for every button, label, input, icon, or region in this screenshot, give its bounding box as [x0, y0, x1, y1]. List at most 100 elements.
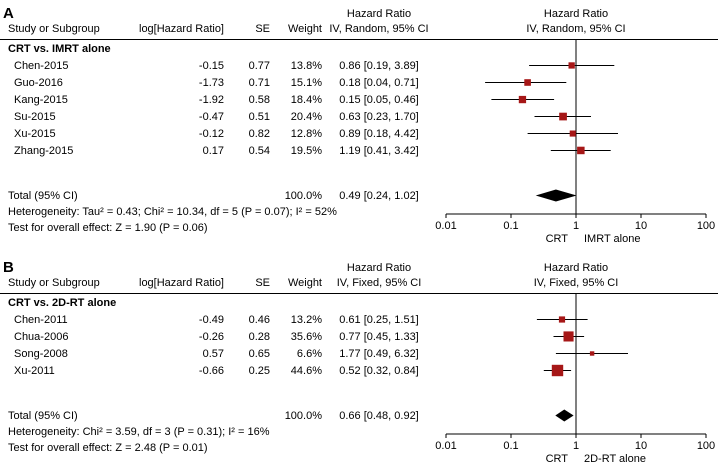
col-header-weight: Weight [287, 277, 322, 289]
weight-cell: 12.8% [290, 127, 322, 140]
col-header-log-hr: log[Hazard Ratio] [139, 277, 224, 289]
axis-tick-label: 0.01 [435, 220, 456, 232]
study-row: Guo-2016 -1.73 0.71 15.1% 0.18 [0.04, 0.71] [0, 74, 718, 91]
col-header-study: Study or Subgroup [8, 277, 100, 289]
col-header-study: Study or Subgroup [8, 23, 100, 35]
study-name-cell: Guo-2016 [14, 76, 63, 89]
se-cell: 0.28 [248, 330, 270, 343]
ci-text-cell: 0.77 [0.45, 1.33] [339, 330, 419, 343]
effect-title-plot-column: Hazard Ratio [543, 262, 609, 274]
se-cell: 0.54 [248, 144, 270, 157]
panel-b-footnotes: Heterogeneity: Chi² = 3.59, df = 3 (P = … [0, 424, 718, 456]
axis-tick-label: 0.01 [435, 440, 456, 452]
weight-cell: 44.6% [290, 364, 322, 377]
se-cell: 0.65 [248, 347, 270, 360]
study-row: Chua-2006 -0.26 0.28 35.6% 0.77 [0.45, 1.33] [0, 328, 718, 345]
panel-b-header: Hazard Ratio Hazard Ratio Study or Subgr… [0, 260, 718, 294]
axis-tick-label: 0.1 [503, 220, 518, 232]
log-hr-cell: -0.49 [198, 313, 224, 326]
axis-tick-label: 10 [635, 440, 647, 452]
col-header-ci: IV, Fixed, 95% CI [336, 277, 422, 289]
study-name-cell: Chen-2011 [14, 313, 68, 326]
axis-tick-label: 1 [573, 220, 579, 232]
se-cell: 0.77 [248, 59, 270, 72]
study-name-cell: Su-2015 [14, 110, 56, 123]
effect-title-text-column: Hazard Ratio [346, 8, 412, 20]
effect-marker [568, 62, 575, 69]
weight-cell: 15.1% [290, 76, 322, 89]
weight-cell: 6.6% [296, 347, 322, 360]
study-rows: Chen-2015 -0.15 0.77 13.8% 0.86 [0.19, 3.89]… [0, 57, 718, 159]
log-hr-cell: -0.12 [198, 127, 224, 140]
log-hr-cell: -1.92 [198, 93, 224, 106]
subgroup-row: CRT vs. 2D-RT alone [0, 294, 718, 311]
ci-text-cell: 0.63 [0.23, 1.70] [339, 110, 419, 123]
panel-a-label: A [3, 5, 14, 22]
weight-cell: 35.6% [290, 330, 322, 343]
log-hr-cell: -0.26 [198, 330, 224, 343]
effect-marker [524, 79, 531, 86]
effect-marker [563, 331, 574, 342]
ci-text-cell: 0.15 [0.05, 0.46] [339, 93, 419, 106]
se-cell: 0.82 [248, 127, 270, 140]
effect-title-plot-column: Hazard Ratio [543, 8, 609, 20]
effect-marker [518, 95, 527, 104]
total-row: Total (95% CI) 100.0% 0.49 [0.24, 1.02] [0, 187, 718, 204]
se-cell: 0.25 [248, 364, 270, 377]
se-cell: 0.51 [248, 110, 270, 123]
heterogeneity-text: Heterogeneity: Tau² = 0.43; Chi² = 10.34… [8, 206, 337, 218]
effect-marker [558, 316, 566, 323]
col-header-ci: IV, Random, 95% CI [329, 23, 429, 35]
favours-left-label: CRT [546, 233, 569, 245]
col-header-se: SE [255, 23, 270, 35]
study-row: Su-2015 -0.47 0.51 20.4% 0.63 [0.23, 1.70] [0, 108, 718, 125]
col-header-weight: Weight [287, 23, 322, 35]
panel-b-body: CRT vs. 2D-RT alone Chen-2011 -0.49 0.46 13… [0, 294, 718, 468]
subgroup-label: CRT vs. IMRT alone [8, 42, 111, 55]
favours-right-label: 2D-RT alone [584, 453, 646, 465]
total-diamond [535, 189, 577, 202]
axis-tick-label: 100 [697, 440, 715, 452]
log-hr-cell: -1.73 [198, 76, 224, 89]
header-columns-row: Study or Subgroup log[Hazard Ratio] SE W… [0, 23, 718, 35]
effect-title-text-column: Hazard Ratio [346, 262, 412, 274]
total-ci-text: 0.66 [0.48, 0.92] [339, 409, 419, 422]
col-header-log-hr: log[Hazard Ratio] [139, 23, 224, 35]
forest-plot-b: 0.01 0.1 1 10 100 CRT 2D-RT alone [435, 294, 715, 465]
total-label: Total (95% CI) [8, 189, 78, 202]
weight-cell: 13.2% [290, 313, 322, 326]
log-hr-cell: 0.57 [202, 347, 224, 360]
ci-text-cell: 0.18 [0.04, 0.71] [339, 76, 419, 89]
axis-tick-label: 100 [697, 220, 715, 232]
heterogeneity-text: Heterogeneity: Chi² = 3.59, df = 3 (P = … [8, 426, 270, 438]
forest-plot-a: 0.01 0.1 1 10 100 CRT IMRT alone [435, 40, 715, 245]
favours-left-label: CRT [546, 453, 569, 465]
study-name-cell: Song-2008 [14, 347, 68, 360]
axis-tick-label: 10 [635, 220, 647, 232]
ci-text-cell: 0.52 [0.32, 0.84] [339, 364, 419, 377]
overall-effect-text: Test for overall effect: Z = 1.90 (P = 0… [8, 222, 208, 234]
log-hr-cell: 0.17 [202, 144, 224, 157]
header-columns-row: Study or Subgroup log[Hazard Ratio] SE W… [0, 277, 718, 289]
total-ci-text: 0.49 [0.24, 1.02] [339, 189, 419, 202]
ci-text-cell: 1.19 [0.41, 3.42] [339, 144, 419, 157]
study-name-cell: Xu-2011 [14, 364, 55, 377]
study-name-cell: Zhang-2015 [14, 144, 74, 157]
favours-right-label: IMRT alone [584, 233, 640, 245]
panel-a: A Hazard Ratio Hazard Ratio Study or Sub… [0, 5, 718, 248]
panel-b-label: B [3, 259, 14, 276]
header-effect-row: Hazard Ratio Hazard Ratio [0, 262, 718, 276]
study-rows: Chen-2011 -0.49 0.46 13.2% 0.61 [0.25, 1.51]… [0, 311, 718, 379]
col-header-se: SE [255, 277, 270, 289]
effect-marker [551, 364, 564, 377]
weight-cell: 18.4% [290, 93, 322, 106]
log-hr-cell: -0.66 [198, 364, 224, 377]
study-name-cell: Chua-2006 [14, 330, 69, 343]
subgroup-row: CRT vs. IMRT alone [0, 40, 718, 57]
study-row: Kang-2015 -1.92 0.58 18.4% 0.15 [0.05, 0.46] [0, 91, 718, 108]
header-effect-row: Hazard Ratio Hazard Ratio [0, 8, 718, 22]
total-weight: 100.0% [284, 409, 322, 422]
weight-cell: 13.8% [290, 59, 322, 72]
log-hr-cell: -0.15 [198, 59, 224, 72]
